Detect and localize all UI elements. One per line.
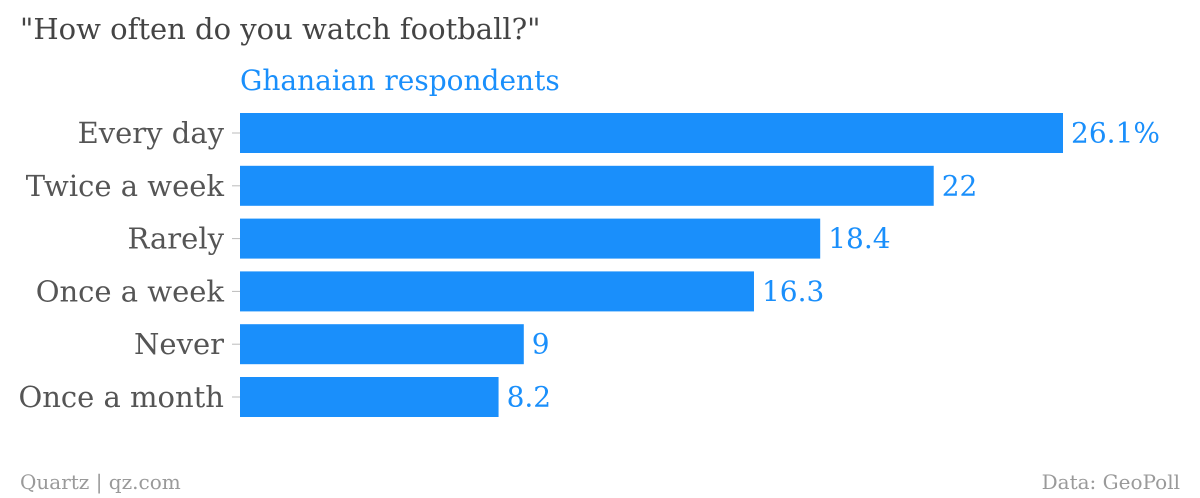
chart-title: "How often do you watch football?" xyxy=(20,12,541,46)
category-label: Rarely xyxy=(128,222,225,256)
source-credit: Quartz | qz.com xyxy=(20,470,181,494)
category-label: Every day xyxy=(78,116,225,150)
series-label: Ghanaian respondents xyxy=(240,64,560,97)
bar xyxy=(240,271,754,312)
category-label: Once a month xyxy=(18,380,224,414)
value-label: 16.3 xyxy=(762,275,824,308)
category-label: Once a week xyxy=(36,274,225,308)
bar xyxy=(240,218,821,259)
value-label: 9 xyxy=(532,328,550,361)
bar xyxy=(240,377,499,417)
data-source: Data: GeoPoll xyxy=(1041,470,1180,494)
bar xyxy=(240,324,524,365)
category-label: Never xyxy=(134,327,224,361)
value-label: 26.1% xyxy=(1071,117,1160,150)
category-label: Twice a week xyxy=(26,169,225,203)
bar xyxy=(240,113,1063,153)
value-label: 18.4 xyxy=(828,222,890,255)
value-label: 8.2 xyxy=(507,381,552,414)
value-label: 22 xyxy=(942,169,978,202)
bar xyxy=(240,165,934,206)
